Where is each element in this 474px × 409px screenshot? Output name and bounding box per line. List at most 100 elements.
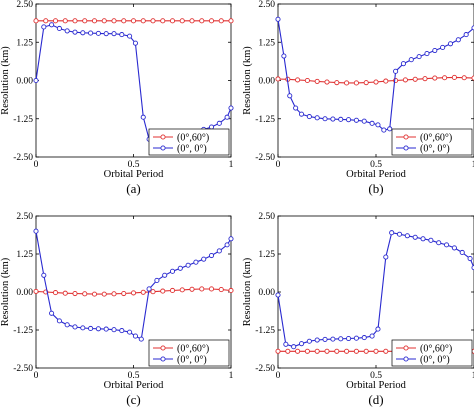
data-point <box>304 77 310 84</box>
data-point <box>387 126 393 132</box>
data-point <box>440 44 446 51</box>
data-point <box>353 117 359 123</box>
data-point <box>72 290 78 297</box>
data-point <box>49 22 55 28</box>
data-point <box>218 287 224 293</box>
x-tick-label: 0.5 <box>370 371 382 381</box>
data-point <box>344 348 350 354</box>
y-tick-label: 2.50 <box>258 212 275 222</box>
data-point <box>275 348 281 354</box>
legend-entry-label: (0°,60°) <box>420 132 452 143</box>
data-point <box>287 93 293 99</box>
legend-swatch-marker <box>403 345 409 351</box>
chart-panel-b: -2.50 -1.25 0.00 1.25 2.50 0 0.5 1 Orbital Perio… <box>242 0 474 196</box>
data-point <box>119 328 125 334</box>
data-point <box>285 348 291 354</box>
data-point <box>306 114 312 120</box>
legend-swatch-marker <box>160 134 166 140</box>
data-point <box>127 33 133 39</box>
data-point <box>103 31 109 37</box>
data-point <box>283 341 289 347</box>
y-tick-label: 1.25 <box>258 38 275 48</box>
data-point <box>127 329 133 335</box>
data-point <box>119 32 125 38</box>
data-point <box>373 348 379 354</box>
data-point <box>275 16 281 22</box>
data-point <box>324 348 330 354</box>
legend-box <box>391 128 473 156</box>
data-point <box>224 242 230 248</box>
data-point <box>444 242 450 248</box>
data-point <box>314 337 320 343</box>
data-point <box>451 245 457 251</box>
data-point <box>459 249 465 256</box>
data-point <box>383 348 389 354</box>
data-point <box>169 268 176 274</box>
data-point <box>154 277 160 283</box>
x-tick-label: 0.5 <box>370 160 382 170</box>
data-point <box>346 335 352 342</box>
data-point <box>64 322 70 328</box>
data-point <box>130 18 137 24</box>
data-point <box>132 40 138 46</box>
data-point <box>208 124 215 130</box>
data-point <box>402 77 408 83</box>
data-point <box>338 336 344 342</box>
x-tick-label: 0 <box>276 371 281 381</box>
data-point <box>41 24 47 30</box>
y-tick-label: 0.00 <box>258 77 275 87</box>
data-point <box>353 348 359 354</box>
data-point <box>304 348 310 354</box>
legend-swatch-marker <box>403 134 409 140</box>
data-point <box>334 348 340 354</box>
data-point <box>295 348 301 354</box>
panel-label: (c) <box>126 392 140 407</box>
y-tick-label: -2.50 <box>255 153 275 163</box>
data-point <box>275 292 281 298</box>
data-point <box>91 18 98 24</box>
data-point <box>189 18 195 24</box>
y-tick-label: 1.25 <box>16 38 33 48</box>
data-point <box>52 18 59 24</box>
y-tick-label: 2.50 <box>258 0 275 10</box>
data-point <box>334 80 340 86</box>
data-point <box>179 18 185 24</box>
data-point <box>467 256 473 262</box>
data-point <box>189 286 195 292</box>
data-point <box>62 18 68 24</box>
y-axis-title: Resolution (km) <box>0 46 11 115</box>
data-point <box>140 18 146 24</box>
data-point <box>455 37 461 43</box>
data-point <box>162 272 168 278</box>
data-point <box>228 287 234 294</box>
data-point <box>428 237 434 243</box>
x-axis-title: Orbital Period <box>346 169 407 180</box>
legend-entry-label: (0°, 0°) <box>420 143 450 154</box>
data-point <box>169 18 176 24</box>
data-point <box>314 115 320 121</box>
y-tick-label: -1.25 <box>255 115 275 125</box>
x-tick-label: 1 <box>229 160 234 170</box>
legend-entry-label: (0°, 0°) <box>177 143 207 154</box>
legend-box <box>148 339 230 367</box>
data-point <box>111 291 117 297</box>
legend: (0°,60°)(0°, 0°) <box>148 339 230 367</box>
data-point <box>111 31 117 37</box>
y-tick-label: -2.50 <box>255 364 275 374</box>
data-point <box>293 105 299 111</box>
data-point <box>82 18 88 24</box>
legend-swatch-marker <box>403 145 409 151</box>
legend-entry-label: (0°,60°) <box>177 132 209 143</box>
panel-label: (d) <box>368 392 383 407</box>
data-point <box>314 348 320 354</box>
data-point <box>80 325 86 331</box>
data-point <box>138 336 144 342</box>
data-point <box>228 105 234 111</box>
data-point <box>160 288 166 294</box>
data-point <box>218 18 224 24</box>
y-tick-label: -1.25 <box>13 326 33 336</box>
data-point <box>389 230 395 236</box>
data-point <box>383 254 389 260</box>
legend-swatch-marker <box>160 145 166 151</box>
